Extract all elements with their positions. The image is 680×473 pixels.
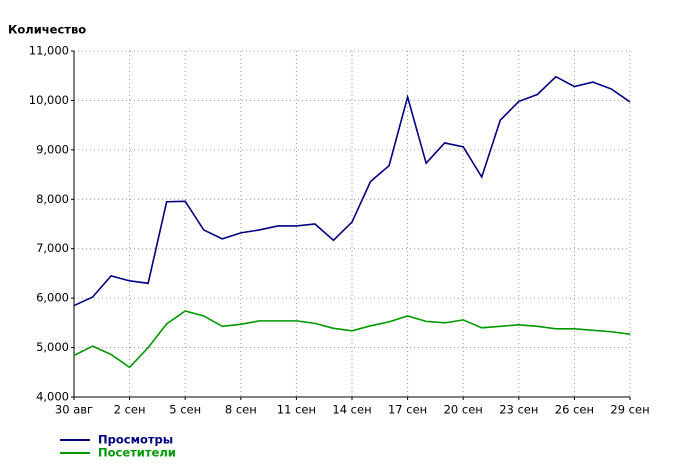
y-tick-label: 7,000 [36, 241, 69, 255]
legend-label: Просмотры [98, 433, 173, 447]
x-tick-label: 20 сен [444, 403, 483, 417]
series-line [73, 75, 631, 307]
y-tick-label: 9,000 [36, 142, 69, 156]
y-tick-label: 11,000 [29, 44, 69, 58]
x-tick-label: 26 сен [555, 403, 594, 417]
y-tick-label: 5,000 [36, 340, 69, 354]
x-tick-label: 17 сен [388, 403, 427, 417]
x-tick-label: 14 сен [332, 403, 371, 417]
x-tick-label: 5 сен [169, 403, 201, 417]
x-tick-label: 2 сен [114, 403, 146, 417]
x-tick-label: 23 сен [499, 403, 538, 417]
x-tick-label: 30 авг [55, 403, 93, 417]
y-tick-label: 6,000 [36, 291, 69, 305]
x-tick-label: 11 сен [277, 403, 316, 417]
x-tick-label: 8 сен [225, 403, 257, 417]
legend-label: Посетители [98, 446, 176, 460]
y-tick-label: 4,000 [36, 390, 69, 404]
x-tick-label: 29 сен [610, 403, 649, 417]
y-tick-label: 10,000 [29, 93, 69, 107]
series-line [73, 310, 631, 369]
y-tick-label: 8,000 [36, 192, 69, 206]
y-axis-title: Количество [8, 23, 86, 37]
